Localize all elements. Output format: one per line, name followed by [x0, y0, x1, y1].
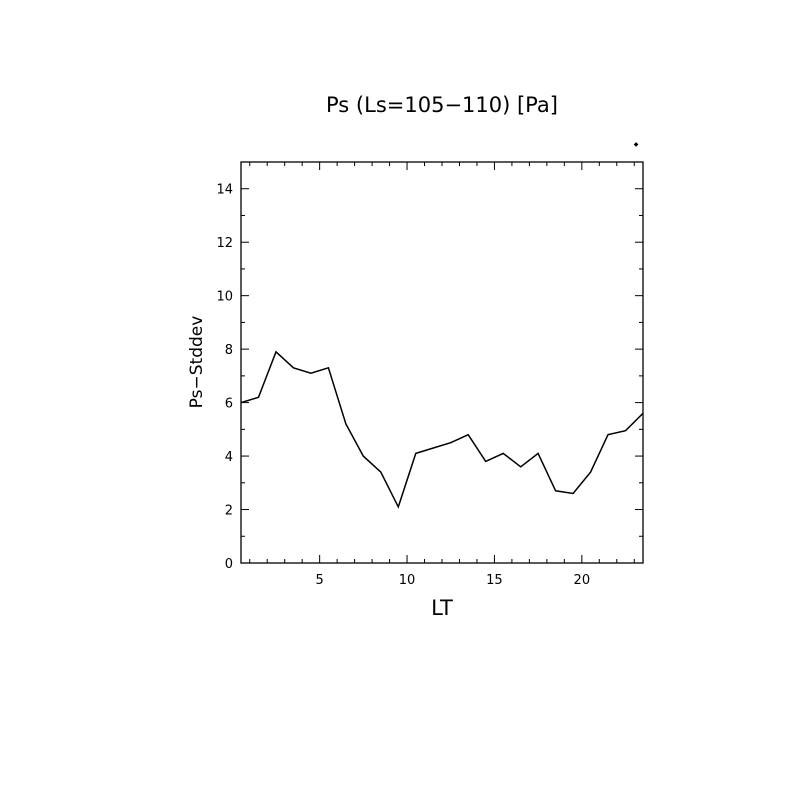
- plot-frame: [240, 161, 644, 564]
- series-line: [240, 350, 644, 509]
- y-tick-label: 10: [216, 290, 233, 305]
- y-tick-label: 0: [225, 557, 233, 572]
- x-axis-label: LT: [431, 596, 453, 620]
- x-tick-label: 15: [486, 573, 503, 588]
- y-tick-label: 8: [225, 343, 233, 358]
- y-axis-ticks: 0 2 4 6 8 10 12 14: [216, 161, 643, 572]
- x-tick-label: 20: [574, 573, 591, 588]
- x-tick-label: 10: [399, 573, 416, 588]
- y-tick-label: 4: [225, 450, 233, 465]
- y-axis-label: Ps−Stddev: [187, 316, 207, 409]
- y-tick-label: 14: [216, 183, 233, 198]
- y-tick-label: 12: [216, 236, 233, 251]
- corner-marker: ◆: [634, 141, 639, 148]
- y-tick-label: 2: [225, 504, 233, 519]
- chart-title: Ps (Ls=105−110) [Pa]: [326, 93, 558, 117]
- x-tick-label: 5: [316, 573, 324, 588]
- y-tick-label: 6: [225, 397, 233, 412]
- x-axis-ticks: 5 10 15 20: [249, 162, 635, 588]
